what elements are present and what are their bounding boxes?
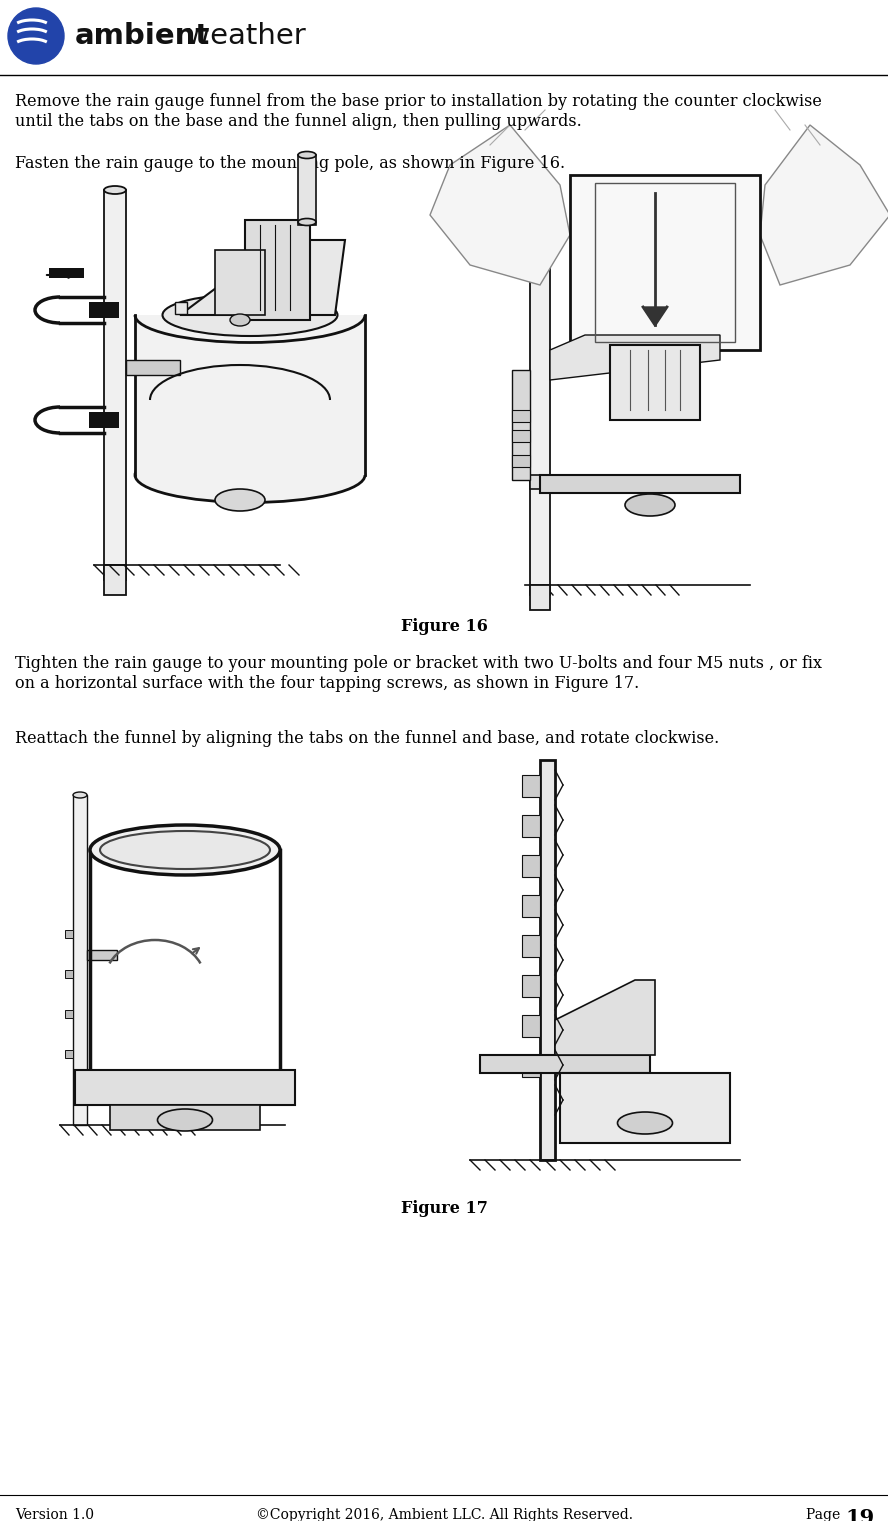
Ellipse shape: [157, 1109, 212, 1132]
Bar: [73, 795, 87, 1126]
Polygon shape: [430, 125, 570, 284]
Text: Version 1.0: Version 1.0: [15, 1507, 94, 1521]
Text: Remove the rain gauge funnel from the base prior to installation by rotating the: Remove the rain gauge funnel from the ba…: [15, 93, 822, 110]
Ellipse shape: [617, 1112, 672, 1135]
Polygon shape: [555, 980, 655, 1056]
Bar: [89, 412, 119, 427]
Text: ©Copyright 2016, Ambient LLC. All Rights Reserved.: ©Copyright 2016, Ambient LLC. All Rights…: [256, 1507, 632, 1521]
Bar: [104, 190, 126, 580]
Bar: [530, 175, 550, 595]
Ellipse shape: [100, 830, 270, 868]
Bar: [540, 475, 740, 493]
Bar: [512, 455, 530, 467]
Polygon shape: [643, 307, 667, 325]
Ellipse shape: [215, 488, 265, 511]
Bar: [522, 1056, 540, 1077]
Circle shape: [8, 8, 64, 64]
Ellipse shape: [625, 494, 675, 516]
Bar: [522, 1015, 540, 1037]
Bar: [298, 155, 316, 225]
Bar: [65, 1010, 73, 1018]
Text: Fasten the rain gauge to the mounting pole, as shown in Figure 16.: Fasten the rain gauge to the mounting po…: [15, 155, 565, 172]
Text: Figure 17: Figure 17: [400, 1200, 488, 1217]
Bar: [87, 951, 117, 960]
Bar: [522, 815, 540, 837]
Text: 19: 19: [845, 1507, 875, 1521]
Text: until the tabs on the base and the funnel align, then pulling upwards.: until the tabs on the base and the funne…: [15, 113, 582, 129]
Ellipse shape: [73, 792, 87, 799]
Bar: [65, 970, 73, 978]
Bar: [570, 175, 760, 350]
Text: Page: Page: [806, 1507, 845, 1521]
Bar: [126, 360, 180, 376]
Bar: [512, 370, 530, 481]
Bar: [595, 183, 735, 342]
Bar: [512, 411, 530, 421]
Bar: [522, 975, 540, 996]
Bar: [49, 268, 84, 278]
Ellipse shape: [298, 219, 316, 225]
Bar: [110, 1104, 260, 1130]
Bar: [530, 475, 710, 488]
Ellipse shape: [90, 824, 280, 875]
Bar: [65, 929, 73, 938]
Polygon shape: [180, 240, 345, 315]
Bar: [522, 894, 540, 917]
Bar: [75, 1069, 295, 1104]
Ellipse shape: [163, 294, 337, 336]
Polygon shape: [550, 335, 720, 380]
Bar: [522, 935, 540, 957]
Bar: [610, 345, 700, 420]
Bar: [522, 855, 540, 878]
Bar: [89, 303, 119, 318]
Bar: [560, 1072, 730, 1142]
Text: on a horizontal surface with the four tapping screws, as shown in Figure 17.: on a horizontal surface with the four ta…: [15, 675, 639, 692]
Bar: [104, 564, 126, 595]
Bar: [65, 1049, 73, 1059]
Bar: [245, 221, 310, 319]
Bar: [215, 249, 265, 315]
Polygon shape: [760, 125, 888, 284]
Bar: [480, 1056, 650, 1072]
Text: Reattach the funnel by aligning the tabs on the funnel and base, and rotate cloc: Reattach the funnel by aligning the tabs…: [15, 730, 719, 747]
Bar: [175, 303, 187, 313]
Ellipse shape: [135, 447, 365, 502]
Text: Figure 16: Figure 16: [400, 618, 488, 634]
Text: ambient: ambient: [75, 21, 210, 50]
Bar: [530, 586, 550, 610]
Ellipse shape: [104, 186, 126, 195]
Bar: [522, 776, 540, 797]
Ellipse shape: [230, 313, 250, 325]
Bar: [135, 315, 365, 475]
Bar: [512, 430, 530, 443]
Text: weather: weather: [177, 21, 305, 50]
Ellipse shape: [298, 152, 316, 158]
Text: Tighten the rain gauge to your mounting pole or bracket with two U-bolts and fou: Tighten the rain gauge to your mounting …: [15, 656, 822, 672]
Bar: [540, 760, 555, 1161]
